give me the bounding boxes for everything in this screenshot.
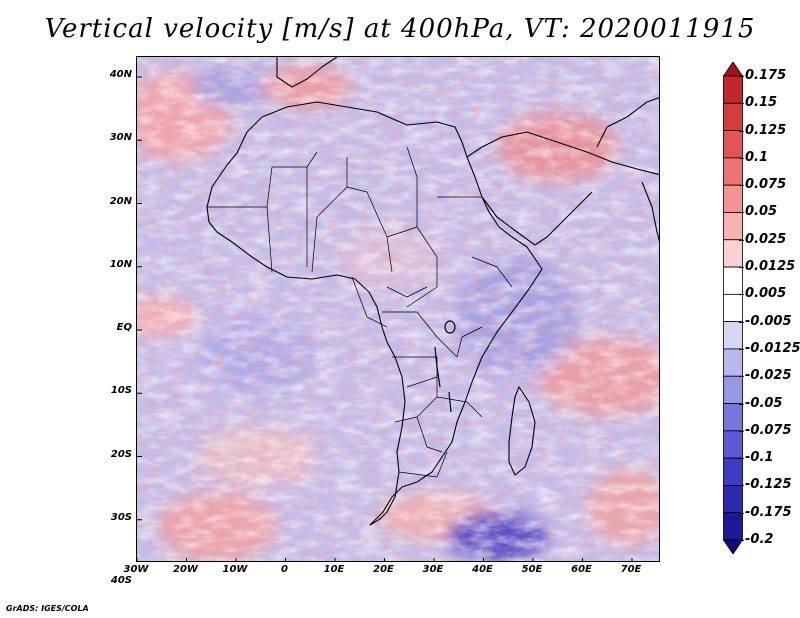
lake-tanganyika <box>434 346 441 388</box>
colorbar-tick <box>739 540 744 541</box>
colorbar-label: 0.0125 <box>745 259 796 275</box>
colorbar-label: -0.125 <box>745 477 792 493</box>
country-borders <box>207 146 513 478</box>
colorbar-bin <box>723 130 743 159</box>
colorbar-label: 0.125 <box>745 122 787 138</box>
y-tick-label: 20S <box>110 448 132 460</box>
colorbar-label: -0.075 <box>745 422 792 438</box>
colorbar-label: -0.2 <box>745 532 774 547</box>
x-tick-label: 70E <box>620 564 642 575</box>
colorbar-bin <box>723 266 743 295</box>
colorbar-tick <box>739 212 744 214</box>
colorbar-tick <box>739 239 744 241</box>
y-tick-label: EQ <box>116 322 132 333</box>
map-panel <box>136 56 660 562</box>
colorbar-bin <box>723 375 743 404</box>
lake-victoria <box>444 320 456 334</box>
colorbar-tick <box>739 485 744 487</box>
colorbar-tick <box>739 403 744 405</box>
colorbar-label: 0.175 <box>745 68 787 83</box>
x-tick-label: 20W <box>173 564 198 575</box>
colorbar-bin <box>723 212 743 241</box>
arabia-coast <box>466 131 659 176</box>
credit-text: GrADS: IGES/COLA <box>6 604 89 613</box>
x-tick-label: 10E <box>323 564 345 575</box>
colorbar-tick <box>739 430 744 432</box>
colorbar-label: -0.0125 <box>745 340 800 356</box>
madagascar-outline <box>508 386 536 476</box>
iberia-outline <box>276 57 338 88</box>
y-tick-label: 10S <box>110 385 132 397</box>
colorbar-tick <box>739 294 744 296</box>
x-tick-label: 0 <box>281 564 288 575</box>
colorbar-bin <box>723 485 743 514</box>
x-tick-label: 30E <box>422 564 444 575</box>
colorbar-label: 0.075 <box>745 177 787 193</box>
y-tick-label: 40N <box>109 69 132 80</box>
colorbar-bin <box>723 348 743 377</box>
colorbar-label: 0.005 <box>745 286 787 302</box>
x-tick-label: 20E <box>373 564 394 575</box>
velocity-field-map <box>137 57 659 561</box>
colorbar-tick <box>739 103 744 105</box>
colorbar-bin <box>723 512 743 541</box>
colorbar-tick <box>739 267 744 269</box>
colorbar-bin <box>723 430 743 459</box>
colorbar-label: -0.005 <box>745 313 792 329</box>
colorbar-tick <box>739 76 744 77</box>
texture-red <box>137 57 659 561</box>
colorbar-tick <box>739 512 744 514</box>
colorbar-label: -0.025 <box>745 368 792 384</box>
colorbar-label: -0.05 <box>745 395 783 411</box>
lake-malawi <box>448 391 452 413</box>
colorbar-label: 0.025 <box>745 231 787 247</box>
y-tick-label: 20N <box>109 195 132 207</box>
colorbar-label: 0.1 <box>745 149 769 165</box>
colorbar-tick <box>739 348 744 350</box>
colorbar <box>723 62 743 554</box>
colorbar-bin <box>723 239 743 268</box>
lakes <box>434 320 456 413</box>
colorbar-bin <box>723 293 743 323</box>
x-tick-label: 60E <box>571 564 592 575</box>
colorbar-label: 0.05 <box>745 204 778 220</box>
y-tick-label: 30N <box>109 132 132 144</box>
colorbar-label: 0.15 <box>745 95 778 111</box>
colorbar-tick <box>739 376 744 378</box>
colorbar-label: -0.175 <box>745 504 792 520</box>
colorbar-bin <box>723 403 743 432</box>
coastlines <box>206 57 659 526</box>
colorbar-bin <box>723 184 743 213</box>
x-tick-label: 40E <box>472 564 493 575</box>
colorbar-label: -0.1 <box>745 450 774 466</box>
y-tick-label: 30S <box>110 511 132 523</box>
y-tick-label: 40S <box>110 575 132 586</box>
colorbar-tick <box>739 185 744 187</box>
africa-outline <box>206 101 543 526</box>
colorbar-bin <box>723 102 743 131</box>
y-tick-label: 10N <box>109 258 132 270</box>
x-tick-label: 10W <box>222 564 248 575</box>
map-ticks <box>137 76 633 561</box>
india-coast <box>641 181 659 242</box>
x-tick-label: 50E <box>521 564 543 575</box>
colorbar-tick <box>739 321 744 323</box>
x-tick-label: 30W <box>123 564 149 575</box>
colorbar-bin <box>723 157 743 186</box>
colorbar-bin <box>723 321 743 350</box>
colorbar-bin <box>723 75 743 104</box>
persian-gulf-coast <box>596 97 659 148</box>
colorbar-tick <box>739 458 744 460</box>
colorbar-bin <box>723 457 743 486</box>
colorbar-tick <box>739 130 744 132</box>
colorbar-min-triangle <box>723 539 743 554</box>
plot-title: Vertical velocity [m/s] at 400hPa, VT: 2… <box>44 14 756 44</box>
colorbar-max-triangle <box>723 62 743 77</box>
colorbar-tick <box>739 157 744 159</box>
arabia-south-coast <box>481 191 593 246</box>
